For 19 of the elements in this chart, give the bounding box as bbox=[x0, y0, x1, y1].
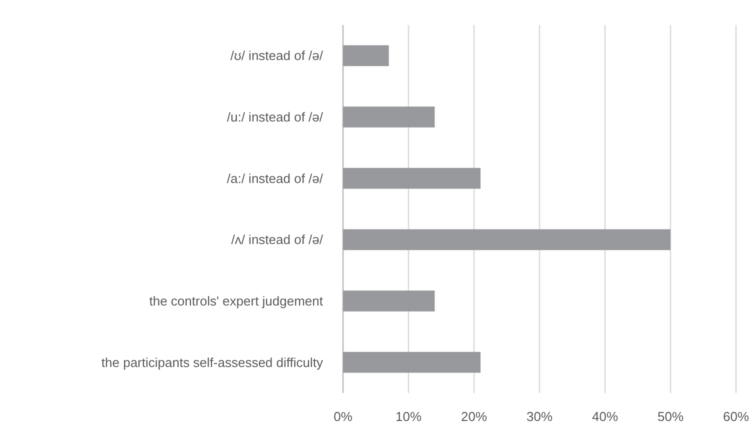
bar bbox=[343, 45, 389, 66]
bar bbox=[343, 229, 670, 250]
y-tick-label: /u:/ instead of /ə/ bbox=[226, 110, 324, 125]
y-tick-label: /ʌ/ instead of /ə/ bbox=[231, 232, 324, 248]
bar bbox=[343, 290, 435, 312]
y-tick-label: the participants self-assessed difficulty bbox=[101, 354, 324, 370]
x-tick-label: 50% bbox=[657, 409, 684, 424]
x-tick-label: 60% bbox=[722, 409, 750, 424]
x-tick-label: 10% bbox=[395, 409, 422, 424]
bar bbox=[343, 106, 435, 128]
x-tick-label: 0% bbox=[334, 409, 353, 424]
x-tick-label: 20% bbox=[460, 409, 488, 424]
bar bbox=[343, 352, 481, 373]
y-tick-label: /ʊ/ instead of /ə/ bbox=[230, 48, 324, 64]
bar bbox=[343, 168, 481, 189]
x-tick-label: 40% bbox=[592, 409, 618, 424]
y-tick-label: /a:/ instead of /ə/ bbox=[226, 170, 324, 186]
x-tick-label: 30% bbox=[526, 409, 553, 424]
y-tick-label: the controls' expert judgement bbox=[149, 294, 324, 309]
